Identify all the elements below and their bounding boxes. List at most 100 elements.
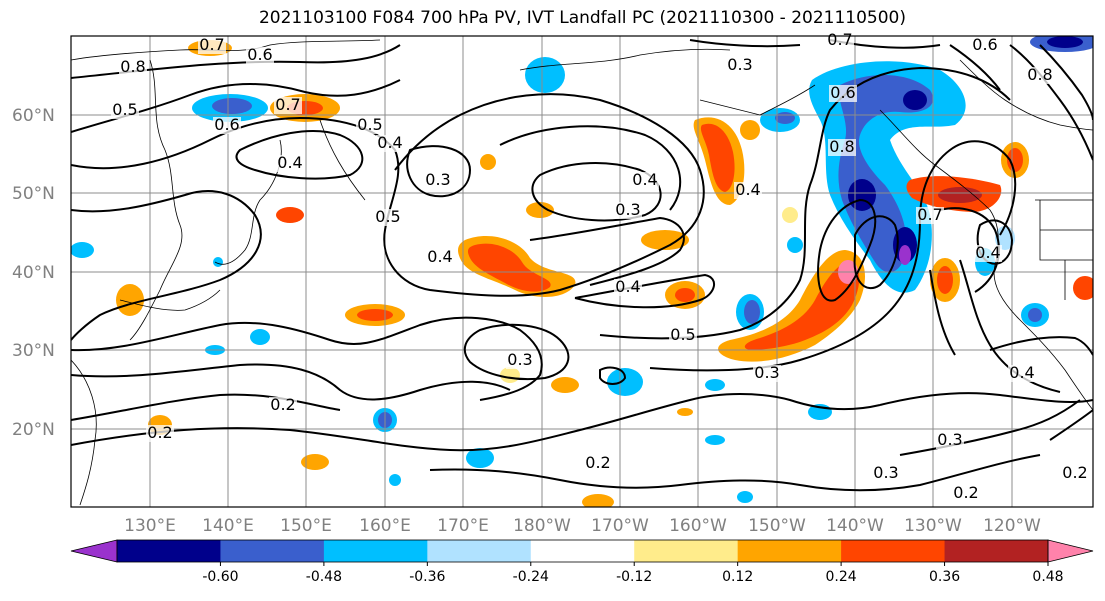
contour-label-bg <box>376 135 404 152</box>
contour-label: 0.4 <box>277 153 302 172</box>
contour-label-bg <box>356 117 384 134</box>
colorbar-bin <box>737 540 842 562</box>
contour-label-bg <box>424 172 452 189</box>
lon-tick-label: 140°E <box>202 516 254 536</box>
contour-label: 0.3 <box>873 463 898 482</box>
contour-label-bg <box>916 207 944 224</box>
pv-contours <box>71 39 1093 492</box>
contour-label: 0.6 <box>214 115 239 134</box>
colorbar-tick-label: -0.12 <box>616 569 652 585</box>
contour-label-bg <box>119 59 147 76</box>
contour-label-bg <box>614 279 642 296</box>
contour-label-bg <box>952 485 980 502</box>
map-content <box>71 36 1093 507</box>
contour-label-bg <box>753 365 781 382</box>
contour-label-bg <box>631 172 659 189</box>
contour-label-bg <box>198 37 226 54</box>
contour-label: 0.5 <box>112 100 137 119</box>
lat-tick-label: 40°N <box>12 263 55 283</box>
colorbar-extend-high <box>1047 539 1094 563</box>
colorbar-bin <box>634 540 739 562</box>
contour-label: 0.7 <box>827 30 852 49</box>
colorbar-tick-label: -0.36 <box>409 569 445 585</box>
colorbar-tick-label: -0.24 <box>513 569 549 585</box>
contour-label-bg <box>971 37 999 54</box>
contour-label: 0.5 <box>670 325 695 344</box>
contour-label-bg <box>936 432 964 449</box>
lon-tick-label: 180°W <box>513 516 571 536</box>
contour-label-bg <box>1061 465 1089 482</box>
lon-tick-label: 130°W <box>904 516 962 536</box>
contour-label: 0.2 <box>1062 463 1087 482</box>
contour-label-bg <box>374 209 402 226</box>
colorbar-bin <box>220 540 325 562</box>
contour-label-bg <box>111 102 139 119</box>
lon-tick-label: 170°W <box>591 516 649 536</box>
colorbar-tick-label: -0.60 <box>202 569 238 585</box>
contour-label: 0.7 <box>199 35 224 54</box>
contour-label: 0.7 <box>275 95 300 114</box>
contour-label-bg <box>506 352 534 369</box>
lon-tick-label: 120°W <box>983 516 1041 536</box>
contour-label: 0.5 <box>375 207 400 226</box>
contour-label: 0.3 <box>754 363 779 382</box>
contour-label-bg <box>246 47 274 64</box>
colorbar-bin <box>530 540 635 562</box>
contour-label: 0.4 <box>377 133 402 152</box>
contour-label: 0.3 <box>937 430 962 449</box>
contour-label: 0.6 <box>247 45 272 64</box>
colorbar-tick-label: 0.48 <box>1032 569 1063 585</box>
lon-tick-label: 130°E <box>124 516 176 536</box>
lat-ticks: 60°N 50°N 40°N 30°N 20°N <box>12 106 55 440</box>
colorbar-bin <box>427 540 532 562</box>
lat-tick-label: 30°N <box>12 341 55 361</box>
contour-label: 0.3 <box>615 200 640 219</box>
lon-tick-label: 150°E <box>280 516 332 536</box>
colorbar-bin <box>323 540 428 562</box>
colorbar: -0.60 -0.48 -0.36 -0.24 -0.12 0.12 0.24 0.36 0.4… <box>70 539 1094 585</box>
contour-label: 0.2 <box>270 395 295 414</box>
lon-tick-label: 150°W <box>748 516 806 536</box>
contour-label-bg <box>829 85 857 102</box>
graticule <box>71 36 1093 507</box>
contour-label: 0.4 <box>632 170 657 189</box>
contour-label: 0.3 <box>425 170 450 189</box>
contour-label-bg <box>213 117 241 134</box>
contour-label-bg <box>1026 67 1054 84</box>
colorbar-tick-label: 0.24 <box>826 569 857 585</box>
contour-label-bg <box>872 465 900 482</box>
contour-label-bg <box>734 182 762 199</box>
contour-label-bg <box>426 249 454 266</box>
lon-tick-label: 160°E <box>359 516 411 536</box>
contour-label: 0.5 <box>357 115 382 134</box>
lon-tick-label: 160°W <box>669 516 727 536</box>
contour-label: 0.8 <box>120 57 145 76</box>
contour-label-bg <box>146 425 174 442</box>
contour-label-bg <box>584 455 612 472</box>
contour-label-bg <box>974 245 1002 262</box>
lon-ticks: 130°E 140°E 150°E 160°E 170°E 180°W 170°… <box>124 516 1041 536</box>
contour-label-bg <box>828 139 856 156</box>
colorbar-bin <box>841 540 946 562</box>
contour-labels: 0.80.60.70.50.60.70.50.40.40.30.50.40.30… <box>111 30 1089 502</box>
contour-label: 0.4 <box>427 247 452 266</box>
map-frame <box>70 35 1094 508</box>
contour-label: 0.2 <box>147 423 172 442</box>
contour-label: 0.3 <box>507 350 532 369</box>
lon-tick-label: 170°E <box>437 516 489 536</box>
contour-label: 0.2 <box>953 483 978 502</box>
contour-label-bg <box>269 397 297 414</box>
colorbar-bin <box>117 540 221 562</box>
lat-tick-label: 20°N <box>12 420 55 440</box>
colorbar-tick-label: 0.12 <box>722 569 753 585</box>
lon-tick-label: 140°W <box>826 516 884 536</box>
contour-label: 0.4 <box>1009 363 1034 382</box>
contour-label: 0.7 <box>917 205 942 224</box>
contour-label: 0.4 <box>975 243 1000 262</box>
contour-label-bg <box>614 202 642 219</box>
contour-label: 0.8 <box>1027 65 1052 84</box>
contour-label: 0.3 <box>727 55 752 74</box>
colorbar-border <box>116 539 1049 563</box>
contour-label: 0.2 <box>585 453 610 472</box>
